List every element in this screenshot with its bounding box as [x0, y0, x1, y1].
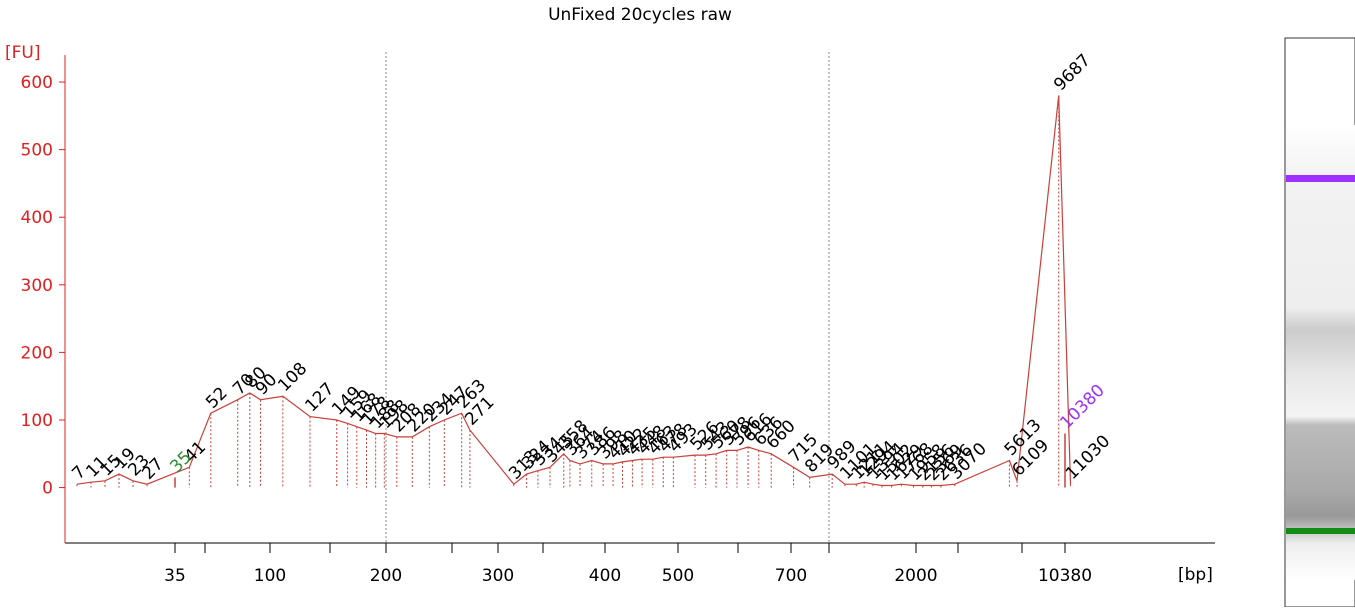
y-axis-label: [FU]: [5, 43, 41, 63]
y-tick-label: 100: [21, 411, 53, 431]
y-tick-label: 500: [21, 141, 53, 161]
x-tick-label: 500: [662, 566, 694, 586]
x-tick-label: 300: [482, 566, 514, 586]
chart-title: UnFixed 20cycles raw: [548, 5, 732, 25]
minor-x-ticks: [204, 543, 1023, 553]
y-tick-label: 600: [21, 73, 53, 93]
y-tick-label: 200: [21, 343, 53, 363]
gel: [1284, 37, 1355, 608]
x-tick-label: 100: [254, 566, 286, 586]
gel-upper-band: [1286, 175, 1355, 182]
y-tick-label: 400: [21, 208, 53, 228]
peak-label: 108: [274, 359, 311, 396]
x-tick-label: 700: [775, 566, 807, 586]
y-tick-label: 0: [42, 479, 53, 499]
x-axis-label: [bp]: [1178, 565, 1213, 585]
gridlines: [385, 52, 830, 543]
gel-lane: [1286, 125, 1355, 580]
x-tick-label: 10380: [1038, 566, 1092, 586]
gel-lower-band: [1286, 528, 1355, 534]
x-tick-label: 400: [589, 566, 621, 586]
peak-label: 52: [202, 383, 231, 412]
marker-label: 10380: [1056, 381, 1108, 433]
y-tick-label: 300: [21, 276, 53, 296]
peak-label: 9687: [1050, 50, 1095, 95]
x-tick-label: 200: [370, 566, 402, 586]
x-tick-label: 2000: [894, 566, 937, 586]
trace: [76, 95, 1072, 487]
x-tick-label: 35: [164, 566, 186, 586]
